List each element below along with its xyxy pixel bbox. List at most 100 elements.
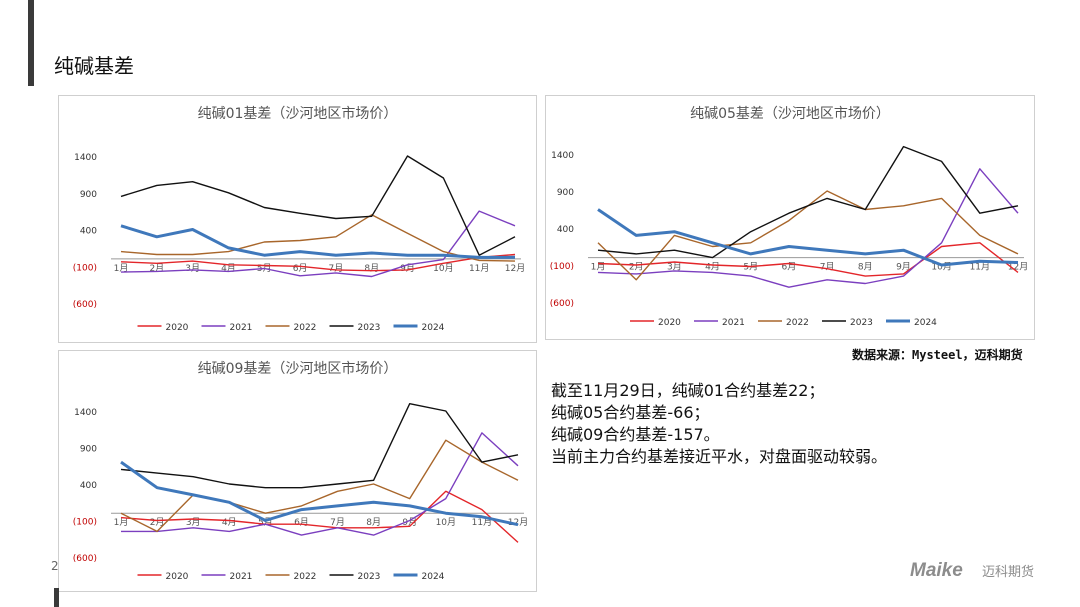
legend-label: 2024 (422, 323, 445, 333)
maike-logo: Maike 迈科期货 (910, 560, 1034, 581)
x-tick-label: 7月 (329, 263, 344, 274)
commentary-line: 纯碱09合约基差-157。 (551, 425, 720, 444)
x-tick-label: 3月 (186, 517, 201, 528)
series-line-2024 (120, 460, 519, 527)
x-tick-label: 12月 (508, 517, 528, 528)
x-tick-label: 5月 (258, 517, 273, 528)
x-tick-label: 10月 (433, 263, 453, 274)
page-number: 2 (51, 559, 59, 573)
y-tick-label: 900 (80, 445, 97, 455)
logo-cn-text: 迈科期货 (982, 564, 1034, 580)
x-tick-label: 6月 (294, 517, 309, 528)
x-tick-label: 4月 (221, 263, 236, 274)
x-tick-label: 3月 (667, 262, 682, 273)
legend-label: 2020 (166, 572, 189, 582)
x-tick-label: 6月 (782, 262, 797, 273)
x-tick-label: 6月 (293, 263, 308, 274)
y-tick-label: 400 (80, 481, 97, 491)
legend-label: 2024 (914, 318, 937, 328)
x-tick-label: 1月 (114, 263, 129, 274)
legend-label: 2021 (230, 323, 253, 333)
x-tick-label: 11月 (469, 263, 489, 274)
y-tick-label: (100) (550, 262, 574, 272)
x-tick-label: 11月 (970, 262, 990, 273)
y-tick-label: 1400 (74, 408, 97, 418)
data-source-note: 数据来源：Mysteel，迈科期货 (852, 348, 1023, 362)
y-tick-label: 400 (80, 227, 97, 237)
legend-label: 2022 (786, 318, 809, 328)
legend-label: 2021 (722, 318, 745, 328)
legend-label: 2022 (294, 572, 317, 582)
logo-brand-text: Maike (910, 560, 963, 581)
x-tick-label: 1月 (591, 262, 606, 273)
x-tick-label: 9月 (402, 517, 417, 528)
chart-panel-09-basis: 纯碱09基差（沙河地区市场价） 1400 900 400 (100) (600) 1月 2月 3… (58, 350, 537, 592)
legend-label: 2020 (658, 318, 681, 328)
chart-title: 纯碱09基差（沙河地区市场价） (198, 360, 398, 377)
x-tick-label: 2月 (149, 263, 164, 274)
legend-label: 2023 (358, 572, 381, 582)
x-tick-label: 7月 (330, 517, 345, 528)
x-tick-label: 8月 (858, 262, 873, 273)
commentary-line: 纯碱05合约基差-66； (551, 403, 710, 422)
series-line-2020 (120, 253, 516, 272)
series-line-2021 (597, 168, 1019, 288)
x-tick-label: 3月 (185, 263, 200, 274)
x-tick-label: 7月 (820, 262, 835, 273)
x-tick-label: 4月 (705, 262, 720, 273)
series-line-2021 (120, 210, 516, 278)
legend-label: 2024 (422, 572, 445, 582)
chart-title: 纯碱05基差（沙河地区市场价） (690, 105, 890, 122)
y-tick-label: 900 (80, 190, 97, 200)
commentary-line: 当前主力合约基差接近平水，对盘面驱动较弱。 (551, 447, 888, 466)
x-tick-label: 8月 (364, 263, 379, 274)
chart-title: 纯碱01基差（沙河地区市场价） (198, 105, 398, 122)
chart-01-basis: 纯碱01基差（沙河地区市场价） 1400 900 400 (100) (600) 1月 2月 3… (73, 105, 525, 333)
y-tick-label: (100) (73, 263, 97, 273)
series-line-2024 (597, 208, 1019, 267)
series-line-2020 (597, 242, 1019, 277)
series-line-2022 (120, 439, 519, 533)
y-tick-label: (600) (73, 300, 97, 310)
x-tick-label: 2月 (629, 262, 644, 273)
commentary-block: 截至11月29日，纯碱01合约基差22； 纯碱05合约基差-66； 纯碱09合约… (551, 380, 951, 468)
chart-panel-01-basis: 纯碱01基差（沙河地区市场价） 1400 900 400 (100) (600) 1月 2月 3… (58, 95, 537, 343)
legend-label: 2020 (166, 323, 189, 333)
x-tick-label: 10月 (931, 262, 951, 273)
chart-09-basis: 纯碱09基差（沙河地区市场价） 1400 900 400 (100) (600) 1月 2月 3… (73, 360, 528, 582)
legend-label: 2023 (850, 318, 873, 328)
x-tick-label: 9月 (896, 262, 911, 273)
y-tick-label: (600) (550, 299, 574, 309)
y-tick-label: (100) (73, 518, 97, 528)
x-tick-label: 10月 (436, 517, 456, 528)
y-tick-label: 900 (557, 188, 574, 198)
series-line-2024 (120, 224, 516, 259)
x-tick-label: 11月 (472, 517, 492, 528)
footer-accent-bar (54, 588, 59, 607)
x-tick-label: 12月 (1008, 262, 1028, 273)
y-tick-label: 1400 (74, 153, 97, 163)
series-line-2023 (597, 145, 1019, 259)
series-line-2023 (120, 403, 519, 489)
x-tick-label: 2月 (150, 517, 165, 528)
y-tick-label: 1400 (551, 151, 574, 161)
legend-label: 2022 (294, 323, 317, 333)
series-line-2022 (120, 214, 516, 262)
y-tick-label: 400 (557, 225, 574, 235)
legend-label: 2021 (230, 572, 253, 582)
commentary-line: 截至11月29日，纯碱01合约基差22； (551, 381, 825, 400)
series-line-2023 (120, 155, 516, 256)
chart-05-basis: 纯碱05基差（沙河地区市场价） 1400 900 400 (100) (600) 1月 2月 3… (550, 105, 1028, 328)
title-accent-bar (28, 0, 34, 86)
x-tick-label: 12月 (505, 263, 525, 274)
x-tick-label: 8月 (366, 517, 381, 528)
y-tick-label: (600) (73, 554, 97, 564)
series-line-2020 (120, 490, 519, 543)
x-tick-label: 9月 (400, 263, 415, 274)
page-title: 纯碱基差 (54, 54, 134, 78)
chart-panel-05-basis: 纯碱05基差（沙河地区市场价） 1400 900 400 (100) (600) 1月 2月 3… (545, 95, 1035, 340)
x-tick-label: 1月 (114, 517, 129, 528)
x-tick-label: 4月 (222, 517, 237, 528)
legend-label: 2023 (358, 323, 381, 333)
series-line-2021 (121, 432, 519, 536)
